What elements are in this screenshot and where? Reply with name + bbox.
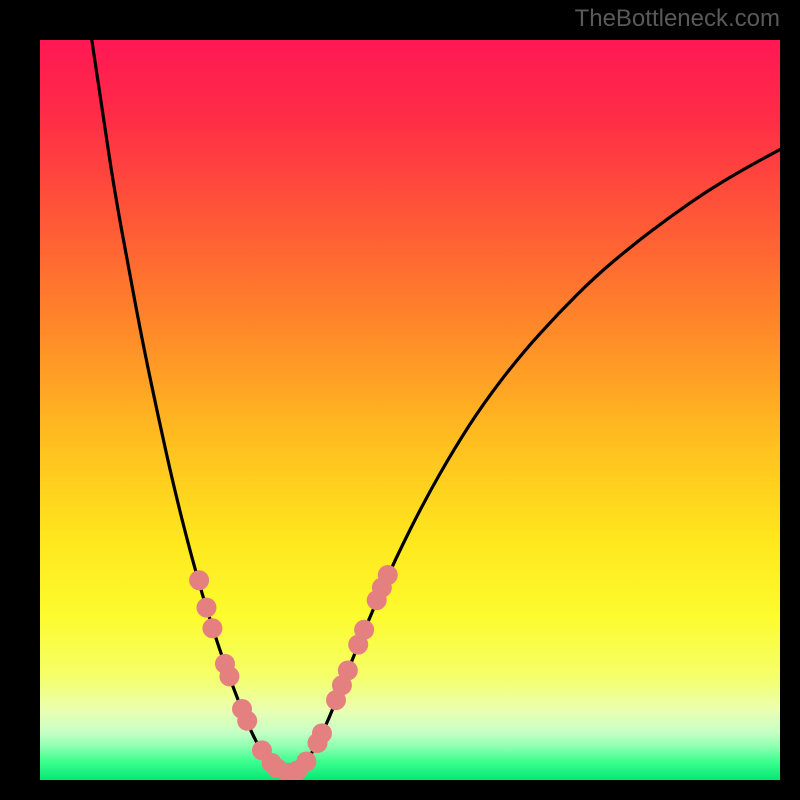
- bottleneck-chart: [40, 40, 780, 780]
- data-marker: [197, 598, 217, 618]
- data-marker: [312, 723, 332, 743]
- watermark-text: TheBottleneck.com: [575, 5, 780, 33]
- data-marker: [219, 666, 239, 686]
- data-marker: [202, 618, 222, 638]
- data-marker: [378, 565, 398, 585]
- data-marker: [237, 711, 257, 731]
- data-marker: [189, 570, 209, 590]
- data-marker: [354, 620, 374, 640]
- gradient-background: [40, 40, 780, 780]
- data-marker: [296, 752, 316, 772]
- data-marker: [338, 660, 358, 680]
- chart-frame: [0, 0, 800, 800]
